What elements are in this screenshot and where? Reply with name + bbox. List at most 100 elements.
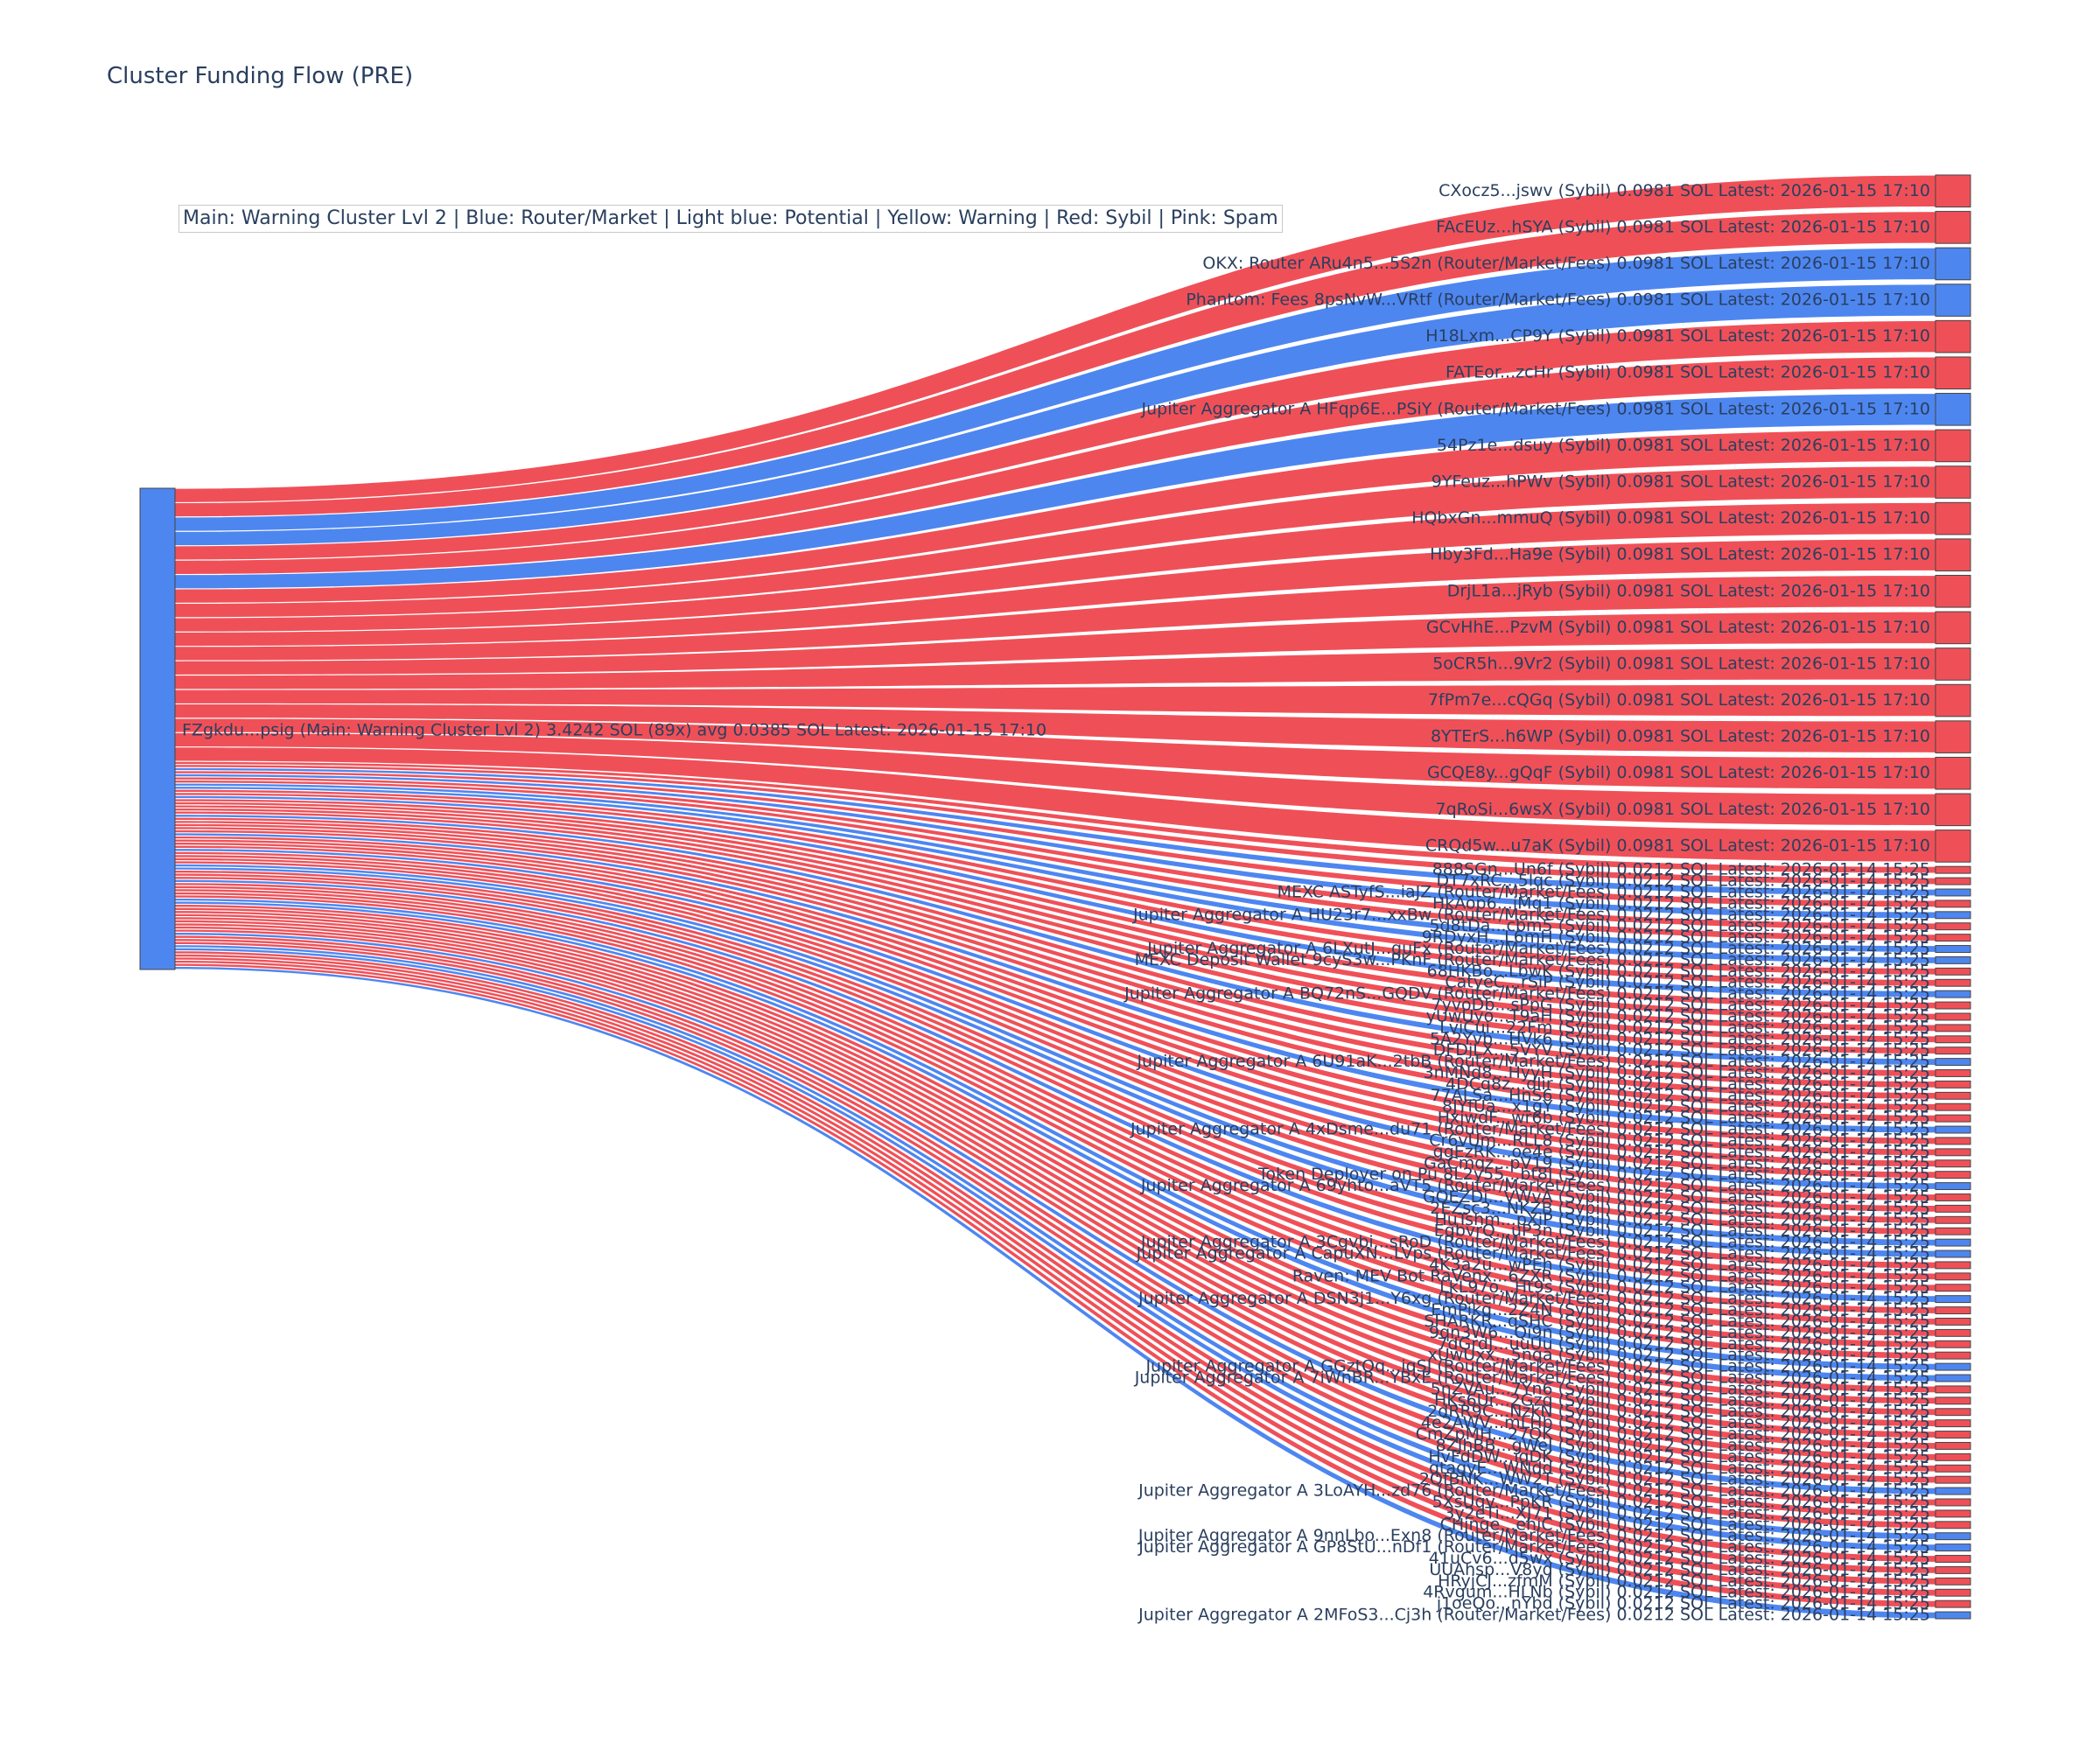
target-node-85: [1935, 1611, 1971, 1620]
flow-link-7: [175, 430, 1936, 603]
target-label-83: 4Rvgum...HLNb (Sybil) 0.0212 SOL Latest:…: [1423, 1583, 1930, 1602]
target-label-51: EqbvrQ...uP3n (Sybil) 0.0212 SOL Latest:…: [1434, 1222, 1930, 1241]
target-label-40: 8JYfUa...x1gY (Sybil) 0.0212 SOL Latest:…: [1442, 1097, 1930, 1116]
target-label-66: HKs6Ur...2Gzq (Sybil) 0.0212 SOL Latest:…: [1434, 1390, 1930, 1410]
target-label-69: CmZpMH...27QK (Sybil) 0.0212 SOL Latest:…: [1416, 1424, 1930, 1444]
target-label-68: 4e2AWV...mLHb (Sybil) 0.0212 SOL Latest:…: [1421, 1413, 1930, 1432]
target-node-73: [1935, 1475, 1971, 1484]
flow-link-8: [175, 466, 1936, 618]
flow-link-39: [175, 823, 1936, 1099]
chart-title: Cluster Funding Flow (PRE): [107, 63, 414, 89]
target-node-69: [1935, 1431, 1971, 1438]
flow-link-65: [175, 905, 1936, 1393]
target-label-21: MEXC ASTyfS...iaJZ (Router/Market/Fees) …: [1278, 882, 1930, 901]
target-label-27: MEXC Deposit Wallet 9cyS3w...PKnF (Route…: [1135, 950, 1930, 970]
target-node-62: [1935, 1351, 1971, 1360]
flow-link-82: [175, 957, 1936, 1585]
target-node-32: [1935, 1012, 1971, 1021]
target-node-83: [1935, 1588, 1971, 1597]
flow-link-38: [175, 821, 1936, 1088]
target-node-2: [1935, 247, 1971, 281]
target-node-9: [1935, 501, 1971, 536]
target-label-75: 5XsUqv...PpKR (Sybil) 0.0212 SOL Latest:…: [1432, 1492, 1930, 1511]
target-label-25: 9RDyxH...L6mH (Sybil) 0.0212 SOL Latest:…: [1422, 928, 1930, 947]
target-node-30: [1935, 990, 1971, 998]
flow-link-50: [175, 858, 1936, 1223]
target-label-17: 7qRoSi...6wsX (Sybil) 0.0981 SOL Latest:…: [1436, 800, 1930, 819]
flow-link-59: [175, 886, 1936, 1325]
flow-link-81: [175, 954, 1936, 1573]
target-label-23: Jupiter Aggregator A HU23r7...xxBw (Rout…: [1132, 905, 1930, 924]
target-node-39: [1935, 1091, 1971, 1100]
flow-link-61: [175, 892, 1936, 1348]
flow-link-64: [175, 901, 1936, 1382]
target-node-25: [1935, 934, 1971, 942]
target-node-50: [1935, 1215, 1971, 1224]
target-node-1: [1935, 211, 1971, 244]
target-node-40: [1935, 1102, 1971, 1111]
target-label-63: Jupiter Aggregator A GGztOq...iqSJ (Rout…: [1144, 1357, 1930, 1376]
target-label-7: 54Pz1e...dsuy (Sybil) 0.0981 SOL Latest:…: [1437, 436, 1930, 455]
flow-link-11: [175, 576, 1936, 661]
target-label-49: 2EZsc3...NKZB (Sybil) 0.0212 SOL Latest:…: [1430, 1199, 1930, 1218]
flow-link-34: [175, 808, 1936, 1043]
flow-link-30: [175, 795, 1936, 998]
target-node-15: [1935, 720, 1971, 753]
flow-link-14: [175, 684, 1936, 717]
flow-link-72: [175, 926, 1936, 1472]
target-node-19: [1935, 865, 1971, 874]
target-label-4: H18Lxm...CP9Y (Sybil) 0.0981 SOL Latest:…: [1425, 326, 1930, 346]
target-node-63: [1935, 1362, 1971, 1371]
target-label-20: DT7xRC...5lqc (Sybil) 0.0212 SOL Latest:…: [1437, 872, 1930, 891]
target-node-52: [1935, 1238, 1971, 1247]
target-label-5: FATEor...zcHr (Sybil) 0.0981 SOL Latest:…: [1446, 363, 1930, 382]
flow-link-83: [175, 960, 1936, 1596]
flow-link-58: [175, 883, 1936, 1313]
flow-link-69: [175, 917, 1936, 1438]
target-node-71: [1935, 1452, 1971, 1461]
flow-link-73: [175, 929, 1936, 1483]
target-node-49: [1935, 1204, 1971, 1213]
target-node-22: [1935, 900, 1971, 908]
target-label-78: Jupiter Aggregator A 9nnLbo...Exn8 (Rout…: [1138, 1526, 1930, 1545]
target-node-58: [1935, 1306, 1971, 1315]
target-label-47: Jupiter Aggregator A 69yhto...aVT5 (Rout…: [1140, 1176, 1930, 1195]
target-node-41: [1935, 1114, 1971, 1123]
target-label-36: Jupiter Aggregator A 6U91aK...2tbB (Rout…: [1136, 1052, 1930, 1071]
flow-link-45: [175, 843, 1936, 1167]
target-label-1: FAcEUz...hSYA (Sybil) 0.0981 SOL Latest:…: [1436, 217, 1930, 236]
target-node-14: [1935, 683, 1971, 718]
flow-link-48: [175, 851, 1936, 1200]
target-label-10: Hby3Fd...Ha9e (Sybil) 0.0981 SOL Latest:…: [1430, 545, 1930, 564]
target-node-60: [1935, 1328, 1971, 1337]
target-node-56: [1935, 1284, 1971, 1292]
target-node-0: [1935, 174, 1971, 208]
target-label-60: 9qn3W6...Qi9n (Sybil) 0.0212 SOL Latest:…: [1429, 1323, 1930, 1342]
target-label-9: HQbxGn...mmuQ (Sybil) 0.0981 SOL Latest:…: [1411, 508, 1930, 528]
target-label-15: 8YTErS...h6WP (Sybil) 0.0981 SOL Latest:…: [1431, 727, 1930, 746]
target-label-52: Jupiter Aggregator A 3Cgvbi...sRoD (Rout…: [1140, 1233, 1930, 1252]
flow-link-19: [175, 761, 1936, 873]
target-node-13: [1935, 648, 1971, 681]
target-node-82: [1935, 1577, 1971, 1586]
flow-link-63: [175, 898, 1936, 1370]
target-label-44: ggEzRK...oe4e (Sybil) 0.0212 SOL Latest:…: [1433, 1142, 1930, 1161]
flow-link-10: [175, 539, 1936, 647]
target-label-38: 4DCq8z...dlir (Sybil) 0.0212 SOL Latest:…: [1446, 1074, 1930, 1094]
flow-link-55: [175, 873, 1936, 1280]
target-node-20: [1935, 877, 1971, 886]
target-label-62: xUwUxx...5nqa (Sybil) 0.0212 SOL Latest:…: [1428, 1346, 1930, 1365]
flow-link-33: [175, 805, 1936, 1032]
flow-link-1: [175, 212, 1936, 517]
flow-link-3: [175, 284, 1936, 546]
flow-link-80: [175, 951, 1936, 1562]
target-label-26: Jupiter Aggregator A 6LXutJ...quFx (Rout…: [1146, 939, 1930, 958]
flow-link-46: [175, 845, 1936, 1179]
target-node-34: [1935, 1035, 1971, 1044]
target-label-14: 7fPm7e...cQGq (Sybil) 0.0981 SOL Latest:…: [1428, 690, 1930, 710]
target-node-3: [1935, 284, 1971, 317]
legend-annotation: Main: Warning Cluster Lvl 2 | Blue: Rout…: [178, 205, 1283, 233]
flow-link-22: [175, 771, 1936, 907]
flow-link-42: [175, 833, 1936, 1133]
target-node-42: [1935, 1125, 1971, 1134]
